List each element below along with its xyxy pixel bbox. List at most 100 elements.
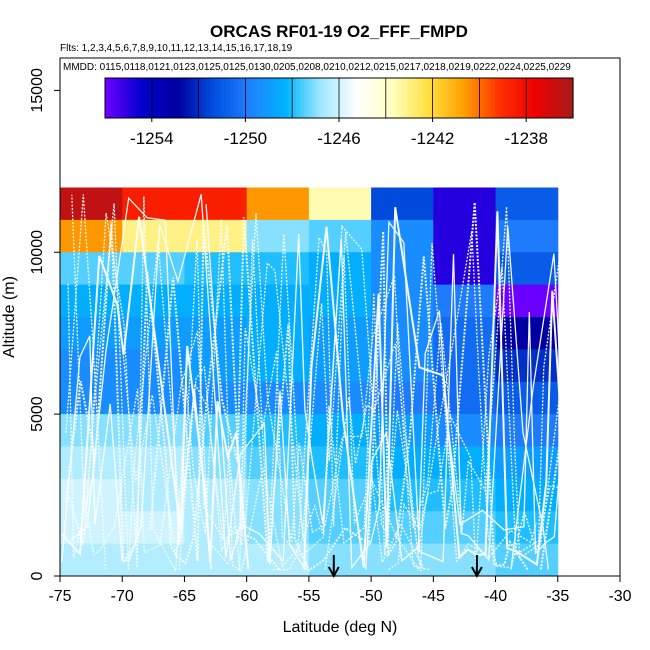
colorbar-segment (225, 78, 231, 118)
colorbar-segment (194, 78, 200, 118)
y-tick-label: 10000 (29, 230, 46, 275)
colorbar-segment (440, 78, 445, 118)
colorbar-segment (214, 78, 219, 118)
heatmap-cell (184, 543, 248, 577)
colorbar-segment (354, 78, 360, 118)
colorbar-segment (526, 78, 531, 118)
colorbar-segment (506, 78, 512, 118)
colorbar-segment (358, 78, 363, 118)
colorbar-segment (241, 78, 246, 118)
colorbar-tick-label: -1242 (411, 129, 454, 148)
colorbar-segment (346, 78, 352, 118)
colorbar-segment (245, 78, 250, 118)
heatmap-cell (371, 219, 434, 253)
colorbar-segment (459, 78, 465, 118)
colorbar-segment (381, 78, 387, 118)
colorbar-legend: MMDD: 0115,0118,0121,0123,0125,0125,0130… (60, 58, 620, 176)
colorbar-segment (159, 78, 165, 118)
colorbar-segment (151, 78, 157, 118)
colorbar-segment (272, 78, 278, 118)
colorbar-segment (222, 78, 227, 118)
colorbar-ticks: -1254 -1250 -1246 -1242 -1238 (130, 118, 548, 148)
heatmap-cell (122, 414, 185, 447)
colorbar-segment (541, 78, 547, 118)
colorbar-segment (502, 78, 508, 118)
colorbar-segment (280, 78, 285, 118)
colorbar-segment (229, 78, 235, 118)
colorbar-tick-label: -1250 (224, 129, 267, 148)
colorbar-segment (198, 78, 204, 118)
y-tick-label: 15000 (29, 68, 46, 113)
colorbar-segment (327, 78, 332, 118)
colorbar-segment (136, 78, 141, 118)
colorbar-segment (436, 78, 441, 118)
x-tick-label: -50 (360, 588, 383, 605)
colorbar-segment (491, 78, 496, 118)
colorbar-segment (233, 78, 239, 118)
colorbar-segment (140, 78, 145, 118)
heatmap-cells (60, 187, 559, 577)
heatmap-cell (308, 446, 372, 480)
colorbar-segment (311, 78, 317, 118)
colorbar-segment (518, 78, 523, 118)
colorbar-segment (417, 78, 422, 118)
heatmap-cell (122, 349, 185, 383)
colorbar-segment (487, 78, 492, 118)
colorbar-segment (370, 78, 375, 118)
colorbar-segment (303, 78, 309, 118)
colorbar (104, 77, 574, 119)
colorbar-segment (385, 78, 391, 118)
colorbar-segment (128, 78, 133, 118)
colorbar-segment (362, 78, 367, 118)
heatmap-cell (246, 511, 310, 545)
dates-label: MMDD: 0115,0118,0121,0123,0125,0125,0130… (63, 62, 571, 73)
colorbar-segment (537, 78, 543, 118)
flights-label: Flts: 1,2,3,4,5,6,7,8,9,10,11,12,13,14,1… (60, 43, 293, 54)
colorbar-segment (218, 78, 223, 118)
colorbar-segment (288, 78, 293, 118)
colorbar-segment (495, 78, 500, 118)
colorbar-segment (549, 78, 555, 118)
y-axis-label: Altitude (m) (1, 276, 18, 358)
flight-tracks (61, 194, 574, 574)
colorbar-segment (237, 78, 243, 118)
colorbar-segment (323, 78, 328, 118)
colorbar-segment (105, 78, 110, 118)
colorbar-segment (319, 78, 324, 118)
flight-track (324, 230, 574, 570)
colorbar-segment (206, 78, 211, 118)
colorbar-segment (175, 78, 180, 118)
x-tick-label: -30 (608, 588, 631, 605)
y-axis: 0 5000 10000 15000 (29, 68, 60, 580)
colorbar-tick-label: -1238 (504, 129, 547, 148)
colorbar-segment (202, 78, 207, 118)
colorbar-segment (147, 78, 153, 118)
heatmap-cell (60, 187, 123, 221)
flight-track (61, 194, 306, 570)
colorbar-segment (374, 78, 379, 118)
heatmap-cell (371, 187, 434, 221)
colorbar-segment (179, 78, 184, 118)
heatmap-cell (308, 317, 372, 350)
x-tick-label: -40 (484, 588, 507, 605)
plot-frame (59, 57, 621, 577)
heatmap-cell (122, 511, 185, 545)
flight-track (365, 310, 572, 570)
colorbar-segment (167, 78, 172, 118)
colorbar-segment (393, 78, 399, 118)
heatmap-cell (122, 381, 185, 415)
colorbar-segment (565, 78, 570, 118)
colorbar-segment (456, 78, 461, 118)
x-tick-label: -35 (546, 588, 569, 605)
heatmap-cell (433, 252, 497, 286)
x-tick-label: -70 (111, 588, 134, 605)
heatmap-cell (308, 187, 372, 221)
colorbar-segment (432, 78, 438, 118)
colorbar-segment (483, 78, 488, 118)
colorbar-segment (444, 78, 449, 118)
heatmap-cell (246, 187, 310, 221)
colorbar-segment (190, 78, 196, 118)
colorbar-segment (315, 78, 321, 118)
flight-track (178, 238, 538, 572)
